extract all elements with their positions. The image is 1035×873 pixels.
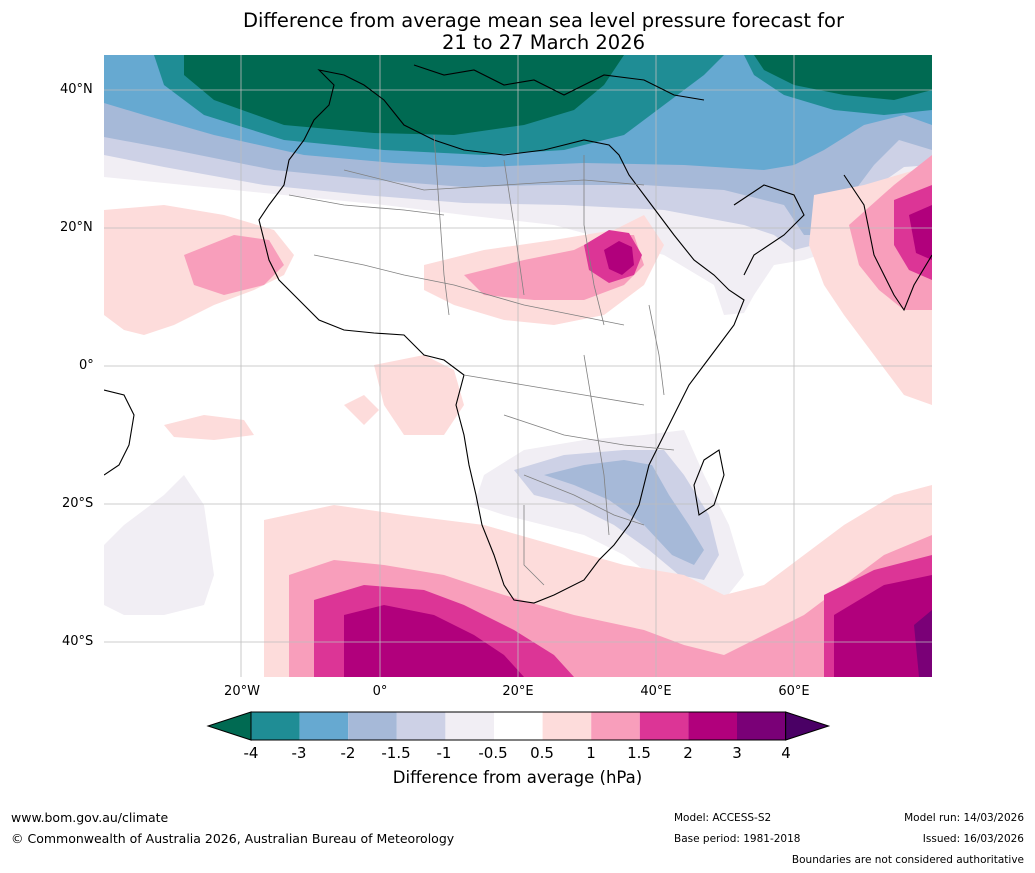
x-tick-0: 0° (372, 684, 388, 699)
colorbar-label: -1.5 (381, 744, 411, 762)
copyright: © Commonwealth of Australia 2026, Austra… (11, 831, 455, 846)
colorbar-label: -4 (243, 744, 259, 762)
x-tick-20w: 20°W (224, 684, 260, 699)
base-period: Base period: 1981-2018 (674, 833, 801, 845)
y-tick-20s: 20°S (62, 496, 94, 511)
pressure-anomaly-map (104, 55, 932, 677)
colorbar-title: Difference from average (hPa) (392, 768, 643, 787)
anomaly-pos-2-south (344, 575, 932, 677)
colorbar-swatch (445, 712, 494, 740)
colorbar-swatch (396, 712, 446, 740)
anomaly-neg-4-north (184, 55, 932, 135)
colorbar-swatch (494, 712, 543, 740)
colorbar-label: 1.5 (627, 744, 651, 762)
colorbar-swatch (299, 712, 349, 740)
colorbar-swatch (542, 712, 592, 740)
disclaimer: Boundaries are not considered authoritat… (791, 854, 1024, 866)
colorbar-swatch (591, 712, 640, 740)
colorbar-label: 0.5 (530, 744, 554, 762)
website-link[interactable]: www.bom.gov.au/climate (11, 810, 169, 825)
title-line-1: Difference from average mean sea level p… (243, 9, 844, 32)
x-tick-40e: 40°E (640, 684, 672, 699)
map-title: Difference from average mean sea level p… (0, 10, 1035, 54)
coastlines (104, 64, 932, 604)
colorbar-label: -1 (436, 744, 452, 762)
y-tick-0: 0° (79, 358, 94, 373)
anomaly-neg-west-coast (104, 475, 214, 615)
colorbar-label: 4 (781, 744, 791, 762)
colorbar-label: 1 (586, 744, 596, 762)
anomaly-neg-1.5-south (544, 460, 704, 565)
anomaly-pos-1-west (184, 235, 284, 295)
title-line-2: 21 to 27 March 2026 (441, 31, 646, 54)
x-tick-60e: 60°E (778, 684, 810, 699)
map-canvas (104, 55, 932, 677)
anomaly-pos-2-east-africa (604, 241, 634, 275)
model-name: Model: ACCESS-S2 (674, 812, 772, 824)
colorbar-label: -2 (340, 744, 356, 762)
colorbar-swatch (639, 712, 689, 740)
colorbar-label: -3 (291, 744, 307, 762)
colorbar-label: 3 (732, 744, 742, 762)
anomaly-pos-0.5-atlantic (164, 355, 464, 440)
x-tick-20e: 20°E (502, 684, 534, 699)
colorbar-label: 2 (683, 744, 693, 762)
colorbar-extend-low (206, 711, 252, 741)
colorbar-frame (250, 711, 787, 741)
y-tick-20n: 20°N (60, 220, 93, 235)
colorbar-swatch (348, 712, 397, 740)
colorbar-label: -0.5 (478, 744, 508, 762)
colorbar-swatch (737, 712, 786, 740)
colorbar-swatch (251, 712, 300, 740)
model-run: Model run: 14/03/2026 (904, 812, 1024, 824)
issued-date: Issued: 16/03/2026 (922, 833, 1024, 845)
y-tick-40s: 40°S (62, 634, 94, 649)
y-tick-40n: 40°N (60, 82, 93, 97)
colorbar-extend-high (785, 711, 831, 741)
anomaly-pos-3-south (914, 610, 932, 677)
borders (288, 134, 675, 586)
anomaly-pos-2-india (909, 205, 932, 260)
colorbar-swatch (688, 712, 737, 740)
